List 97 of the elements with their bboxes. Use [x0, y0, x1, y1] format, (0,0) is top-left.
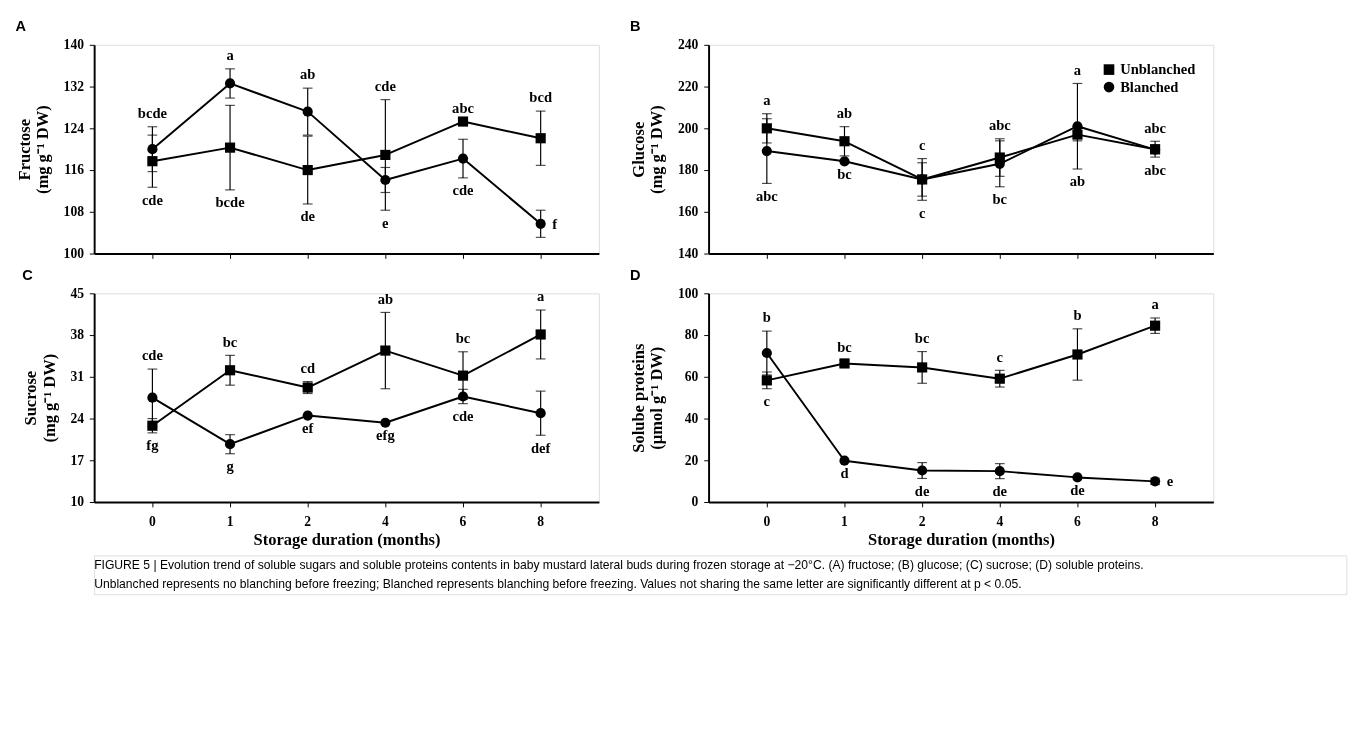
y-tick-label: 200	[678, 120, 699, 136]
caption: FIGURE 5 | Evolution trend of soluble sugars and soluble proteins contents in baby mustard lateral buds during frozen storage at −20°C. (A) fructose; (B) glucose; (C) sucrose; (D) soluble proteins. Unblanched represents no blanching before freezing; Blanched represents blanching before freezing. Values not sharing the same letter are significantly different at p < 0.05.	[94, 558, 1144, 592]
y-tick-label: 116	[64, 162, 85, 178]
x-tick-label: 2	[304, 513, 312, 529]
y-tick-label: 100	[678, 285, 699, 301]
annotation: c	[763, 393, 771, 410]
annotation: abc	[452, 99, 475, 116]
y-tick-label: 124	[63, 120, 85, 136]
y-tick-label: 100	[63, 245, 85, 261]
y-tick-label: 10	[70, 494, 85, 510]
y-tick-label: 40	[684, 410, 699, 426]
annotation: g	[226, 458, 235, 475]
annotation: a	[763, 91, 772, 108]
y-tick-label: 80	[684, 327, 699, 343]
annotation: f	[552, 215, 558, 232]
annotation: cde	[141, 191, 164, 208]
annotation: bc	[222, 333, 238, 350]
annotation: cde	[452, 408, 475, 425]
chart-title: C	[22, 266, 34, 283]
y-axis-title: Glucose (mg g⁻¹ DW)	[629, 105, 667, 195]
x-tick-label: 8	[1151, 513, 1159, 529]
y-tick-label: 60	[684, 369, 699, 385]
annotation: cde	[141, 347, 164, 364]
y-tick-label: 24	[70, 410, 85, 426]
x-tick-label: 4	[996, 513, 1004, 529]
y-tick-label: 140	[63, 37, 85, 53]
annotation: bcde	[215, 194, 246, 211]
annotation: bc	[455, 330, 471, 347]
annotation: e	[1166, 473, 1174, 490]
y-tick-label: 17	[70, 452, 85, 468]
legend-label: Blanched	[1120, 78, 1179, 95]
y-tick-label: 132	[63, 78, 85, 94]
annotation: efg	[376, 427, 396, 444]
annotation: ab	[377, 290, 394, 307]
legend-label: Unblanched	[1120, 61, 1196, 78]
y-tick-label: 140	[678, 245, 699, 261]
y-tick-label: 240	[678, 37, 699, 53]
chart-title: B	[629, 18, 641, 35]
chart-title: A	[15, 18, 27, 35]
x-tick-label: 0	[149, 513, 156, 529]
annotation: c	[996, 348, 1004, 365]
x-tick-label: 0	[763, 513, 771, 529]
y-tick-label: 38	[70, 327, 85, 343]
annotation: bcde	[137, 105, 168, 122]
annotation: ab	[300, 66, 316, 83]
annotation: d	[840, 465, 849, 482]
annotation: bc	[914, 329, 930, 346]
annotation: b	[1073, 307, 1082, 324]
annotation: bc	[837, 338, 853, 355]
x-tick-label: 2	[918, 513, 926, 529]
annotation: a	[1073, 61, 1082, 78]
annotation: cde	[374, 77, 397, 94]
y-tick-label: 20	[684, 452, 699, 468]
annotation: cde	[452, 182, 475, 199]
x-axis-title: Storage duration (months)	[867, 530, 1055, 550]
annotation: e	[382, 214, 390, 231]
annotation: fg	[146, 437, 160, 454]
annotation: bc	[837, 165, 853, 182]
annotation: abc	[1144, 119, 1167, 136]
y-tick-label: 180	[678, 162, 699, 178]
y-tick-label: 108	[63, 204, 85, 220]
y-axis-title: Sucrose (mg g⁻¹ DW)	[21, 353, 59, 443]
annotation: cd	[300, 359, 315, 376]
y-tick-label: 0	[691, 494, 699, 510]
annotation: def	[530, 439, 551, 456]
annotation: de	[1070, 481, 1086, 498]
x-tick-label: 4	[381, 513, 389, 529]
annotation: ab	[836, 104, 853, 121]
annotation: b	[762, 309, 771, 326]
chart-title: D	[629, 266, 641, 283]
annotation: bc	[992, 191, 1008, 208]
y-axis-title: Fructose (mg g⁻¹ DW)	[14, 105, 53, 195]
annotation: bcd	[529, 89, 552, 106]
x-tick-label: 1	[226, 513, 234, 529]
annotation: c	[918, 136, 926, 153]
y-tick-label: 31	[70, 369, 85, 385]
annotation: de	[914, 482, 930, 499]
annotation: ef	[302, 420, 314, 437]
annotation: a	[226, 47, 235, 64]
y-tick-label: 45	[70, 285, 85, 301]
y-axis-title: Solube proteins (µmol g⁻¹ DW)	[629, 342, 667, 453]
x-tick-label: 8	[537, 513, 545, 529]
annotation: de	[300, 208, 316, 225]
annotation: de	[992, 483, 1008, 500]
x-tick-label: 6	[1074, 513, 1082, 529]
y-tick-label: 160	[678, 204, 699, 220]
x-axis-title: Storage duration (months)	[253, 530, 441, 550]
annotation: a	[537, 288, 546, 305]
annotation: a	[1151, 296, 1160, 313]
annotation: ab	[1069, 173, 1086, 190]
x-tick-label: 6	[459, 513, 467, 529]
annotation: abc	[1144, 161, 1167, 178]
y-tick-label: 220	[678, 78, 699, 94]
annotation: abc	[755, 187, 779, 204]
x-tick-label: 1	[841, 513, 849, 529]
annotation: c	[918, 204, 926, 221]
annotation: abc	[988, 117, 1012, 134]
